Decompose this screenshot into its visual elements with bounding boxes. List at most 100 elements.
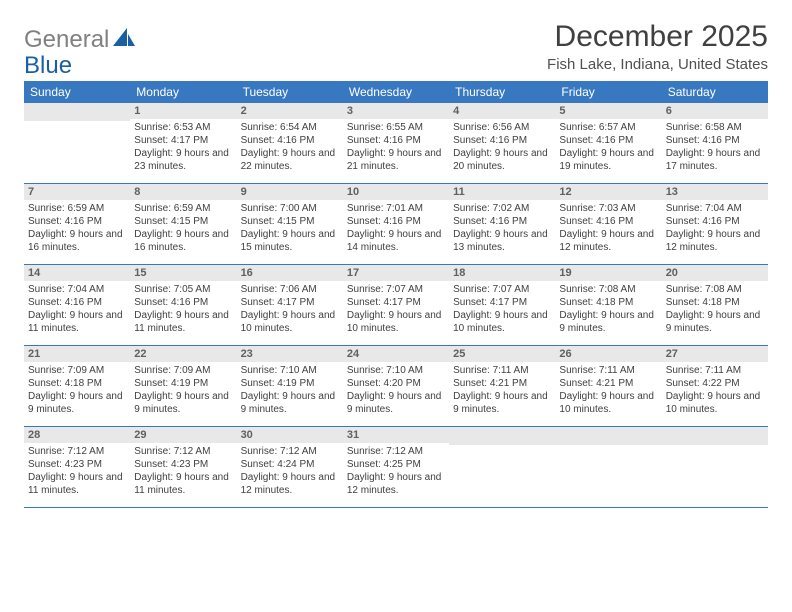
day-number: 28	[24, 427, 130, 443]
day-number: 8	[130, 184, 236, 200]
day-cell: 5Sunrise: 6:57 AMSunset: 4:16 PMDaylight…	[555, 103, 661, 183]
day-details: Sunrise: 6:54 AMSunset: 4:16 PMDaylight:…	[237, 119, 343, 177]
day-details: Sunrise: 7:03 AMSunset: 4:16 PMDaylight:…	[555, 200, 661, 258]
day-cell: 26Sunrise: 7:11 AMSunset: 4:21 PMDayligh…	[555, 346, 661, 426]
day-cell: 10Sunrise: 7:01 AMSunset: 4:16 PMDayligh…	[343, 184, 449, 264]
day-number: 27	[662, 346, 768, 362]
week-row: 7Sunrise: 6:59 AMSunset: 4:16 PMDaylight…	[24, 184, 768, 265]
day-details: Sunrise: 6:56 AMSunset: 4:16 PMDaylight:…	[449, 119, 555, 177]
dow-cell: Sunday	[24, 81, 130, 103]
location: Fish Lake, Indiana, United States	[547, 56, 768, 73]
day-cell: 24Sunrise: 7:10 AMSunset: 4:20 PMDayligh…	[343, 346, 449, 426]
day-details: Sunrise: 7:09 AMSunset: 4:19 PMDaylight:…	[130, 362, 236, 420]
day-details: Sunrise: 7:02 AMSunset: 4:16 PMDaylight:…	[449, 200, 555, 258]
day-number: 25	[449, 346, 555, 362]
day-cell: 14Sunrise: 7:04 AMSunset: 4:16 PMDayligh…	[24, 265, 130, 345]
day-details: Sunrise: 7:05 AMSunset: 4:16 PMDaylight:…	[130, 281, 236, 339]
day-number: 15	[130, 265, 236, 281]
day-cell: 12Sunrise: 7:03 AMSunset: 4:16 PMDayligh…	[555, 184, 661, 264]
day-details: Sunrise: 7:11 AMSunset: 4:21 PMDaylight:…	[555, 362, 661, 420]
day-details: Sunrise: 7:08 AMSunset: 4:18 PMDaylight:…	[555, 281, 661, 339]
week-row: 21Sunrise: 7:09 AMSunset: 4:18 PMDayligh…	[24, 346, 768, 427]
day-cell: 27Sunrise: 7:11 AMSunset: 4:22 PMDayligh…	[662, 346, 768, 426]
day-details: Sunrise: 7:01 AMSunset: 4:16 PMDaylight:…	[343, 200, 449, 258]
day-number: 16	[237, 265, 343, 281]
logo-text-gray: General	[24, 26, 109, 54]
empty-day-bar	[449, 427, 555, 445]
day-details: Sunrise: 7:08 AMSunset: 4:18 PMDaylight:…	[662, 281, 768, 339]
empty-day-bar	[555, 427, 661, 445]
day-cell	[662, 427, 768, 507]
day-number: 22	[130, 346, 236, 362]
day-number: 9	[237, 184, 343, 200]
day-number: 23	[237, 346, 343, 362]
day-cell: 2Sunrise: 6:54 AMSunset: 4:16 PMDaylight…	[237, 103, 343, 183]
day-number: 21	[24, 346, 130, 362]
day-details: Sunrise: 6:58 AMSunset: 4:16 PMDaylight:…	[662, 119, 768, 177]
day-cell: 19Sunrise: 7:08 AMSunset: 4:18 PMDayligh…	[555, 265, 661, 345]
day-number: 5	[555, 103, 661, 119]
day-details: Sunrise: 7:10 AMSunset: 4:20 PMDaylight:…	[343, 362, 449, 420]
day-details: Sunrise: 7:12 AMSunset: 4:25 PMDaylight:…	[343, 443, 449, 501]
day-number: 2	[237, 103, 343, 119]
day-cell: 31Sunrise: 7:12 AMSunset: 4:25 PMDayligh…	[343, 427, 449, 507]
day-cell: 8Sunrise: 6:59 AMSunset: 4:15 PMDaylight…	[130, 184, 236, 264]
day-cell: 21Sunrise: 7:09 AMSunset: 4:18 PMDayligh…	[24, 346, 130, 426]
day-details: Sunrise: 7:07 AMSunset: 4:17 PMDaylight:…	[343, 281, 449, 339]
day-details: Sunrise: 7:12 AMSunset: 4:23 PMDaylight:…	[24, 443, 130, 501]
day-details: Sunrise: 7:10 AMSunset: 4:19 PMDaylight:…	[237, 362, 343, 420]
day-cell: 22Sunrise: 7:09 AMSunset: 4:19 PMDayligh…	[130, 346, 236, 426]
day-details: Sunrise: 7:07 AMSunset: 4:17 PMDaylight:…	[449, 281, 555, 339]
day-cell	[555, 427, 661, 507]
header: General December 2025 Fish Lake, Indiana…	[24, 20, 768, 73]
day-cell: 9Sunrise: 7:00 AMSunset: 4:15 PMDaylight…	[237, 184, 343, 264]
day-details: Sunrise: 7:04 AMSunset: 4:16 PMDaylight:…	[662, 200, 768, 258]
day-cell: 28Sunrise: 7:12 AMSunset: 4:23 PMDayligh…	[24, 427, 130, 507]
title-block: December 2025 Fish Lake, Indiana, United…	[547, 20, 768, 73]
day-cell: 17Sunrise: 7:07 AMSunset: 4:17 PMDayligh…	[343, 265, 449, 345]
dow-cell: Saturday	[662, 81, 768, 103]
day-number: 26	[555, 346, 661, 362]
day-cell: 20Sunrise: 7:08 AMSunset: 4:18 PMDayligh…	[662, 265, 768, 345]
dow-cell: Thursday	[449, 81, 555, 103]
day-cell: 7Sunrise: 6:59 AMSunset: 4:16 PMDaylight…	[24, 184, 130, 264]
week-row: 1Sunrise: 6:53 AMSunset: 4:17 PMDaylight…	[24, 103, 768, 184]
day-cell: 23Sunrise: 7:10 AMSunset: 4:19 PMDayligh…	[237, 346, 343, 426]
day-number: 1	[130, 103, 236, 119]
day-details: Sunrise: 6:55 AMSunset: 4:16 PMDaylight:…	[343, 119, 449, 177]
logo: General	[24, 26, 137, 54]
empty-day-bar	[24, 103, 130, 121]
dow-cell: Friday	[555, 81, 661, 103]
day-number: 13	[662, 184, 768, 200]
day-details: Sunrise: 6:59 AMSunset: 4:15 PMDaylight:…	[130, 200, 236, 258]
day-number: 14	[24, 265, 130, 281]
day-cell: 11Sunrise: 7:02 AMSunset: 4:16 PMDayligh…	[449, 184, 555, 264]
day-cell: 3Sunrise: 6:55 AMSunset: 4:16 PMDaylight…	[343, 103, 449, 183]
day-details: Sunrise: 6:53 AMSunset: 4:17 PMDaylight:…	[130, 119, 236, 177]
day-details: Sunrise: 7:12 AMSunset: 4:24 PMDaylight:…	[237, 443, 343, 501]
day-cell: 30Sunrise: 7:12 AMSunset: 4:24 PMDayligh…	[237, 427, 343, 507]
day-number: 10	[343, 184, 449, 200]
day-details: Sunrise: 6:57 AMSunset: 4:16 PMDaylight:…	[555, 119, 661, 177]
day-details: Sunrise: 6:59 AMSunset: 4:16 PMDaylight:…	[24, 200, 130, 258]
day-details: Sunrise: 7:09 AMSunset: 4:18 PMDaylight:…	[24, 362, 130, 420]
day-cell	[449, 427, 555, 507]
calendar: SundayMondayTuesdayWednesdayThursdayFrid…	[24, 81, 768, 508]
day-number: 12	[555, 184, 661, 200]
month-title: December 2025	[547, 20, 768, 54]
weeks-container: 1Sunrise: 6:53 AMSunset: 4:17 PMDaylight…	[24, 103, 768, 508]
logo-sail-icon	[113, 28, 135, 53]
day-number: 29	[130, 427, 236, 443]
day-cell	[24, 103, 130, 183]
dow-cell: Monday	[130, 81, 236, 103]
day-cell: 4Sunrise: 6:56 AMSunset: 4:16 PMDaylight…	[449, 103, 555, 183]
day-cell: 16Sunrise: 7:06 AMSunset: 4:17 PMDayligh…	[237, 265, 343, 345]
day-of-week-row: SundayMondayTuesdayWednesdayThursdayFrid…	[24, 81, 768, 103]
day-details: Sunrise: 7:11 AMSunset: 4:22 PMDaylight:…	[662, 362, 768, 420]
dow-cell: Tuesday	[237, 81, 343, 103]
day-number: 11	[449, 184, 555, 200]
day-number: 17	[343, 265, 449, 281]
day-number: 6	[662, 103, 768, 119]
logo-text-blue: Blue	[24, 52, 72, 79]
day-number: 20	[662, 265, 768, 281]
